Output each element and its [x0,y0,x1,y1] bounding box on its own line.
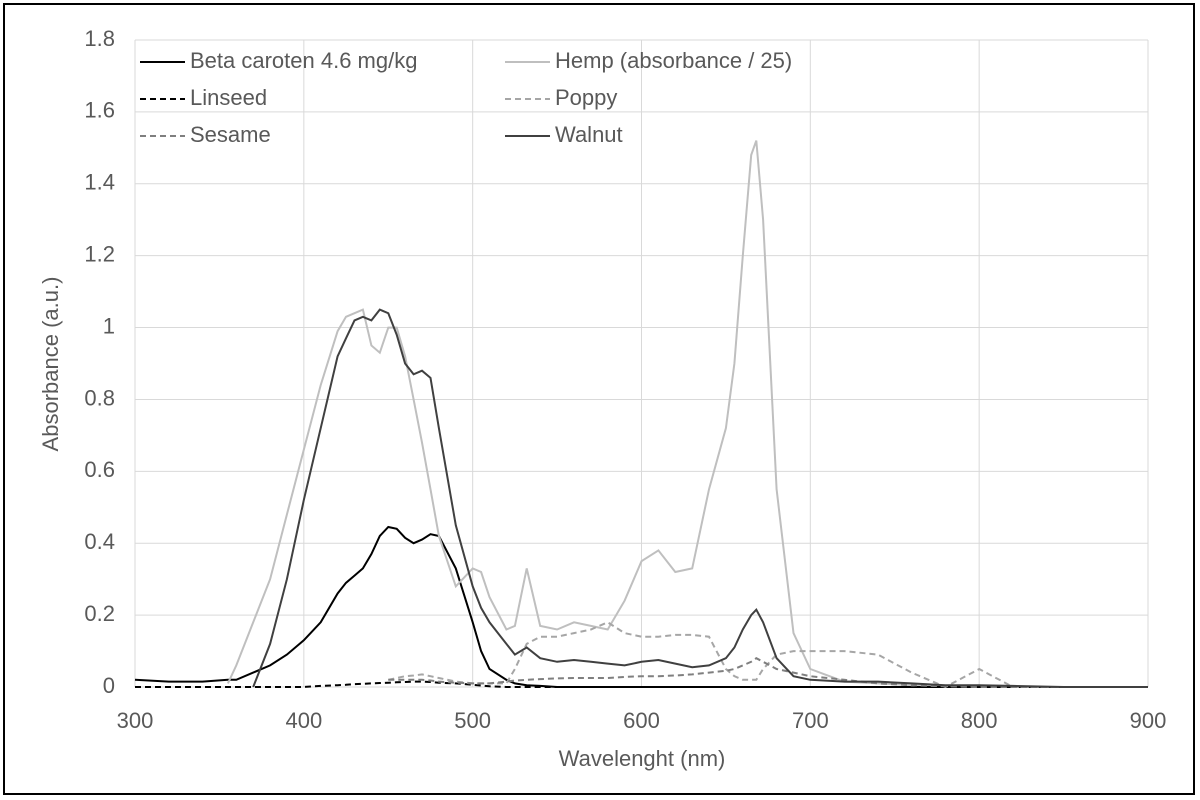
x-tick-label: 400 [285,708,322,733]
x-tick-label: 800 [961,708,998,733]
x-axis-label: Wavelenght (nm) [559,746,726,771]
y-tick-label: 1.8 [84,26,115,51]
y-tick-label: 0.6 [84,457,115,482]
y-tick-label: 0.2 [84,601,115,626]
x-tick-label: 300 [117,708,154,733]
y-tick-label: 1.4 [84,170,115,195]
legend-label: Sesame [190,122,271,147]
y-tick-label: 1.6 [84,98,115,123]
y-tick-label: 1.2 [84,241,115,266]
x-tick-label: 900 [1130,708,1167,733]
data-line [388,657,1148,688]
x-tick-label: 500 [454,708,491,733]
data-line [388,621,1148,689]
y-tick-label: 1 [103,313,115,338]
legend-label: Linseed [190,85,267,110]
data-line [252,308,1148,688]
legend-label: Beta caroten 4.6 mg/kg [190,48,417,73]
data-line [135,680,1148,688]
y-tick-label: 0.8 [84,385,115,410]
y-tick-label: 0 [103,673,115,698]
data-line [226,140,1148,688]
y-axis-label: Absorbance (a.u.) [38,277,63,452]
legend-label: Walnut [555,122,623,147]
legend-label: Poppy [555,85,617,110]
x-tick-label: 600 [623,708,660,733]
legend-label: Hemp (absorbance / 25) [555,48,792,73]
x-tick-label: 700 [792,708,829,733]
y-tick-label: 0.4 [84,529,115,554]
